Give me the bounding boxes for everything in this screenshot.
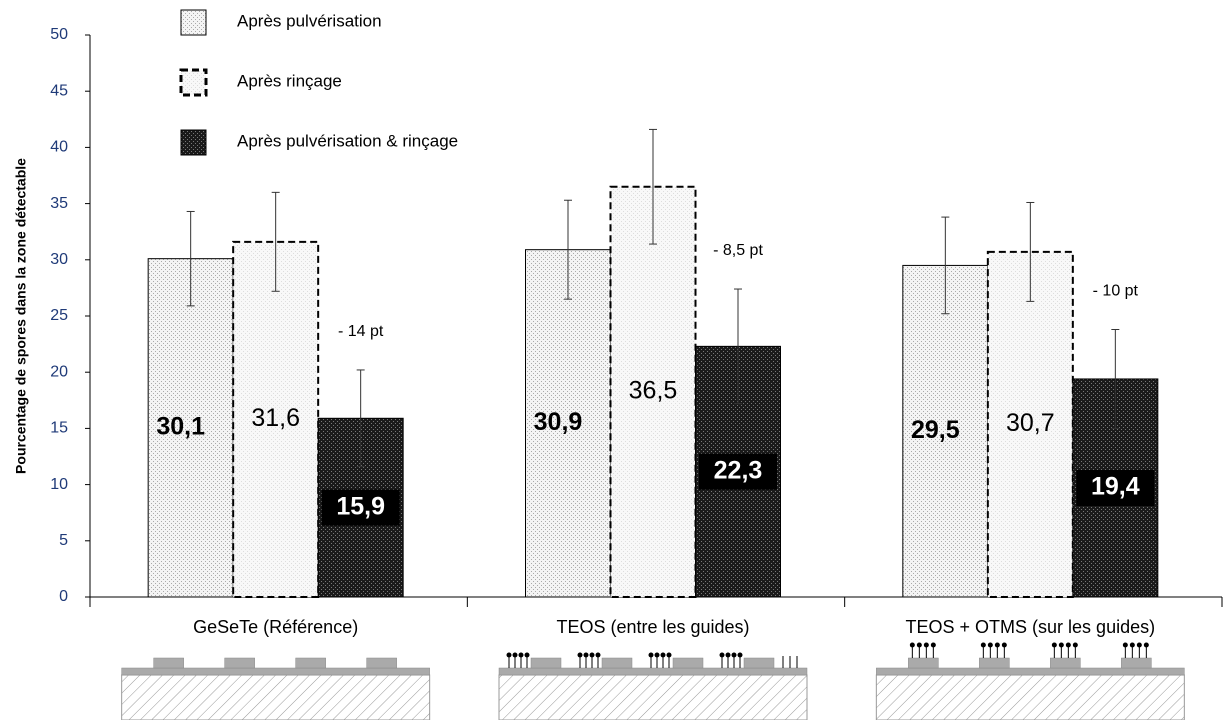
molecule-head — [666, 652, 672, 658]
x-tick-label: TEOS + OTMS (sur les guides) — [906, 617, 1156, 637]
value-label: 30,9 — [534, 408, 583, 436]
molecule-head — [577, 652, 583, 658]
molecule-head — [524, 652, 530, 658]
substrate — [498, 674, 808, 720]
value-label: 29,5 — [911, 416, 960, 444]
value-label-box — [699, 453, 777, 490]
value-label: 36,5 — [629, 376, 678, 404]
value-label: 15,9 — [336, 492, 385, 520]
molecule-head — [1065, 642, 1071, 648]
guide — [295, 657, 326, 669]
guide — [908, 657, 939, 669]
legend-swatch — [180, 129, 207, 156]
molecule-head — [1058, 642, 1064, 648]
molecule-head — [1122, 642, 1128, 648]
substrate — [875, 674, 1185, 720]
value-label: 31,6 — [251, 404, 300, 432]
molecule-head — [1072, 642, 1078, 648]
annotation: - 8,5 pt — [713, 242, 763, 259]
molecule-head — [909, 642, 915, 648]
value-label-box — [321, 489, 400, 526]
value-label: 30,7 — [1006, 409, 1055, 437]
molecule-head — [1051, 642, 1057, 648]
guide — [530, 657, 562, 669]
molecule-head — [506, 652, 512, 658]
molecule-head — [1001, 642, 1007, 648]
bar — [147, 258, 234, 598]
molecule-head — [518, 652, 524, 658]
guide — [1050, 657, 1081, 669]
value-label: 22,3 — [714, 456, 763, 484]
molecule-head — [1143, 642, 1149, 648]
annotation: - 14 pt — [338, 323, 384, 340]
layer — [876, 667, 1185, 676]
guide — [672, 657, 704, 669]
guide — [743, 657, 775, 669]
annotation: - 10 pt — [1093, 283, 1139, 300]
layer — [121, 667, 430, 676]
molecule-head — [583, 652, 589, 658]
molecule-head — [512, 652, 518, 658]
molecule-head — [648, 652, 654, 658]
molecule-head — [595, 652, 601, 658]
y-tick-label: 0 — [59, 588, 68, 605]
guide — [366, 657, 397, 669]
legend-label: Après pulvérisation — [237, 11, 382, 30]
molecule-head — [725, 652, 731, 658]
molecule-head — [660, 652, 666, 658]
value-label: 19,4 — [1091, 473, 1140, 501]
legend-label: Après pulvérisation & rinçage — [237, 131, 458, 150]
guide — [601, 657, 633, 669]
molecule-head — [1129, 642, 1135, 648]
legend-swatch — [179, 68, 208, 97]
substrate — [121, 674, 431, 720]
y-tick-label: 20 — [50, 363, 68, 380]
y-tick-label: 35 — [50, 195, 68, 212]
molecule-head — [930, 642, 936, 648]
y-tick-label: 25 — [50, 307, 68, 324]
y-tick-label: 5 — [59, 532, 68, 549]
y-tick-label: 15 — [50, 420, 68, 437]
molecule-head — [589, 652, 595, 658]
layer — [498, 667, 808, 676]
guide — [153, 657, 184, 669]
bar — [609, 185, 697, 599]
bar — [902, 264, 989, 598]
legend-swatch — [180, 9, 207, 36]
y-tick-label: 30 — [50, 251, 68, 268]
bar — [232, 240, 320, 598]
molecule-head — [980, 642, 986, 648]
molecule-head — [923, 642, 929, 648]
x-tick-label: GeSeTe (Référence) — [193, 617, 358, 637]
guide — [979, 657, 1010, 669]
molecule-head — [1136, 642, 1142, 648]
y-axis-label: Pourcentage de spores dans la zone détec… — [13, 158, 29, 474]
guide — [1121, 657, 1152, 669]
y-tick-label: 45 — [50, 82, 68, 99]
molecule-head — [737, 652, 743, 658]
y-tick-label: 10 — [50, 476, 68, 493]
guide — [224, 657, 255, 669]
molecule-head — [994, 642, 1000, 648]
x-tick-label: TEOS (entre les guides) — [556, 617, 749, 637]
molecule-head — [987, 642, 993, 648]
y-tick-label: 50 — [50, 26, 68, 43]
bar — [525, 249, 611, 598]
y-tick-label: 40 — [50, 139, 68, 156]
value-label: 30,1 — [156, 412, 205, 440]
value-label-box — [1076, 469, 1155, 506]
molecule-head — [731, 652, 737, 658]
legend-label: Après rinçage — [237, 71, 342, 90]
molecule-head — [654, 652, 660, 658]
molecule-head — [719, 652, 725, 658]
molecule-head — [916, 642, 922, 648]
